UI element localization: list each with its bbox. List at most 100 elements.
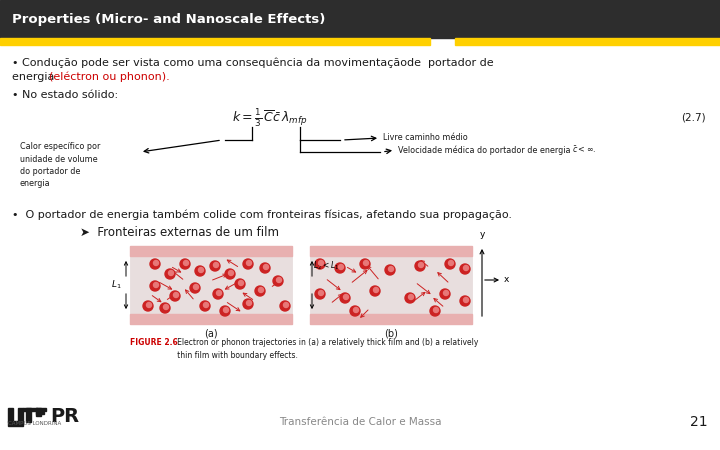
Circle shape <box>364 261 369 265</box>
Circle shape <box>143 301 153 311</box>
Bar <box>36 412 44 414</box>
Text: FIGURE 2.6: FIGURE 2.6 <box>130 338 178 347</box>
Text: (2.7): (2.7) <box>681 113 706 123</box>
Circle shape <box>354 307 359 312</box>
Text: PR: PR <box>50 406 79 426</box>
Circle shape <box>280 301 290 311</box>
Bar <box>8 408 13 422</box>
Text: Properties (Micro- and Nanoscale Effects): Properties (Micro- and Nanoscale Effects… <box>12 13 325 26</box>
Text: Velocidade médica do portador de energia: Velocidade médica do portador de energia <box>398 145 570 155</box>
Circle shape <box>246 301 251 306</box>
Circle shape <box>445 259 455 269</box>
Circle shape <box>464 297 469 302</box>
Text: ➤  Fronteiras externas de um film: ➤ Fronteiras externas de um film <box>80 226 279 239</box>
Circle shape <box>165 269 175 279</box>
Text: x: x <box>504 275 509 284</box>
Circle shape <box>418 262 423 267</box>
Text: • Condução pode ser vista como uma consequência da movimentaçãode  portador de: • Condução pode ser vista como uma conse… <box>12 58 494 68</box>
Circle shape <box>460 264 470 274</box>
Text: •  O portador de energia também colide com fronteiras físicas, afetando sua prop: • O portador de energia também colide co… <box>12 210 512 220</box>
Circle shape <box>318 261 323 265</box>
Bar <box>8 421 23 426</box>
Bar <box>310 314 472 324</box>
Circle shape <box>150 259 160 269</box>
Circle shape <box>408 294 413 300</box>
Circle shape <box>153 283 158 288</box>
Bar <box>0 38 430 45</box>
Circle shape <box>276 278 282 283</box>
Circle shape <box>210 261 220 271</box>
Circle shape <box>153 261 158 265</box>
Circle shape <box>315 259 325 269</box>
Circle shape <box>315 289 325 299</box>
Text: • No estado sólido:: • No estado sólido: <box>12 90 118 100</box>
Text: $k = \frac{1}{3}\,\overline{C}\bar{c}\,\lambda_{mfp}$: $k = \frac{1}{3}\,\overline{C}\bar{c}\,\… <box>233 107 307 129</box>
Text: CAMPUS LONDRINA: CAMPUS LONDRINA <box>8 421 61 426</box>
Circle shape <box>415 261 425 271</box>
Circle shape <box>255 286 265 296</box>
Bar <box>36 408 46 411</box>
Bar <box>130 314 292 324</box>
Circle shape <box>264 265 269 270</box>
Circle shape <box>223 307 228 312</box>
Text: Transferência de Calor e Massa: Transferência de Calor e Massa <box>279 417 441 427</box>
Circle shape <box>195 266 205 276</box>
Circle shape <box>228 270 233 275</box>
Text: (eléctron ou phonon).: (eléctron ou phonon). <box>49 72 170 82</box>
Circle shape <box>163 305 168 310</box>
Circle shape <box>318 291 323 296</box>
Circle shape <box>199 267 204 273</box>
Text: Electron or phonon trajectories in (a) a relatively thick film and (b) a relativ: Electron or phonon trajectories in (a) a… <box>170 338 478 360</box>
Circle shape <box>246 261 251 265</box>
Bar <box>0 0 720 38</box>
Circle shape <box>360 259 370 269</box>
Circle shape <box>235 279 245 289</box>
Circle shape <box>385 265 395 275</box>
Circle shape <box>405 293 415 303</box>
Bar <box>310 246 472 256</box>
Circle shape <box>370 286 380 296</box>
Circle shape <box>150 281 160 291</box>
Circle shape <box>243 299 253 309</box>
Circle shape <box>374 288 379 292</box>
Circle shape <box>213 289 223 299</box>
Circle shape <box>335 263 345 273</box>
Bar <box>23 408 37 411</box>
Circle shape <box>449 261 454 265</box>
Circle shape <box>258 288 264 292</box>
Circle shape <box>273 276 283 286</box>
Circle shape <box>460 296 470 306</box>
Circle shape <box>238 280 243 285</box>
Text: y: y <box>480 230 485 239</box>
Text: $L_1$: $L_1$ <box>112 279 122 291</box>
Circle shape <box>389 266 394 271</box>
Circle shape <box>220 306 230 316</box>
Circle shape <box>184 261 189 265</box>
Text: $L_2 < L_1$: $L_2 < L_1$ <box>313 260 339 273</box>
Circle shape <box>340 293 350 303</box>
Circle shape <box>444 291 449 296</box>
Text: $\bar{c} < \infty$.: $\bar{c} < \infty$. <box>572 144 597 155</box>
Circle shape <box>343 294 348 300</box>
Bar <box>36 408 41 416</box>
Bar <box>26 408 31 422</box>
Circle shape <box>260 263 270 273</box>
Circle shape <box>430 306 440 316</box>
Text: 21: 21 <box>690 415 708 429</box>
Circle shape <box>214 262 218 267</box>
Circle shape <box>440 289 450 299</box>
Text: (a): (a) <box>204 329 218 339</box>
Circle shape <box>146 302 151 307</box>
Circle shape <box>160 303 170 313</box>
Circle shape <box>284 302 289 307</box>
Bar <box>18 408 23 422</box>
Circle shape <box>200 301 210 311</box>
Bar <box>455 38 720 45</box>
Circle shape <box>217 291 222 296</box>
Text: Livre caminho médio: Livre caminho médio <box>383 134 468 143</box>
Bar <box>130 246 292 324</box>
Text: energia: energia <box>12 72 58 82</box>
Circle shape <box>338 265 343 270</box>
Circle shape <box>243 259 253 269</box>
Bar <box>130 246 292 256</box>
